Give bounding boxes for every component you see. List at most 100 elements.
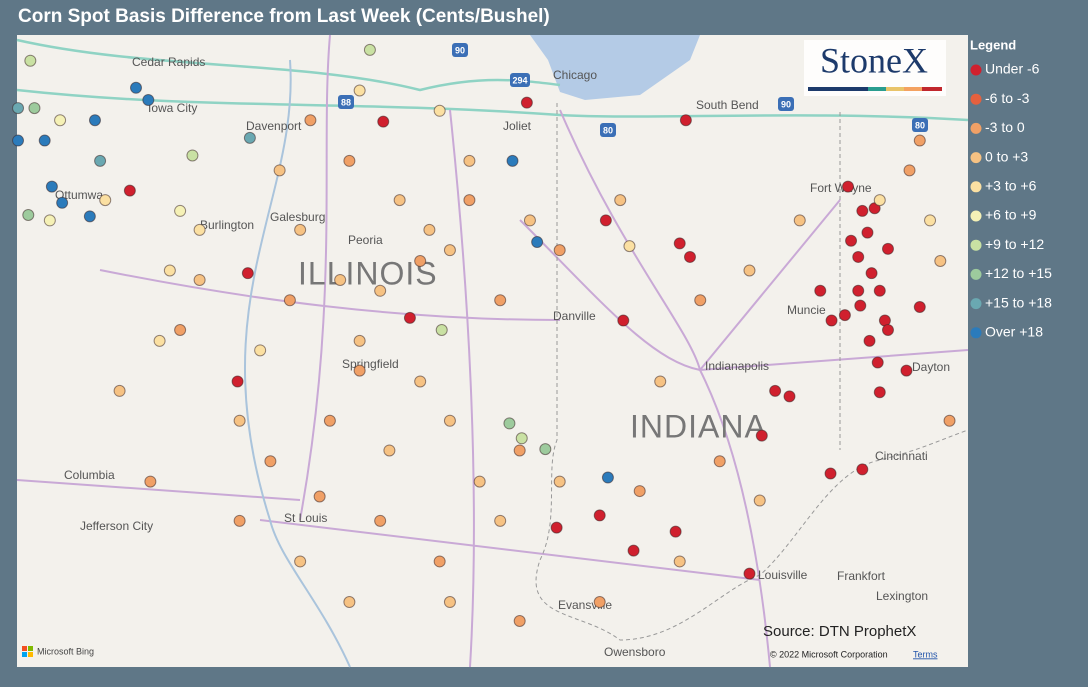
state-label: INDIANA	[630, 408, 767, 444]
legend-label: -6 to -3	[985, 90, 1030, 106]
point	[753, 494, 766, 507]
legend-title: Legend	[970, 37, 1016, 52]
point	[273, 164, 286, 177]
point	[153, 334, 166, 347]
shield-label: 80	[915, 120, 925, 130]
point	[550, 521, 563, 534]
legend-label: -3 to 0	[985, 119, 1025, 135]
point	[755, 429, 768, 442]
logo-bar	[868, 87, 886, 91]
point	[769, 384, 782, 397]
shield-label: 90	[455, 45, 465, 55]
point	[825, 314, 838, 327]
logo-bar	[922, 87, 942, 91]
point	[852, 250, 865, 263]
point	[852, 284, 865, 297]
legend-swatch	[970, 64, 982, 76]
point	[28, 102, 41, 115]
road	[16, 88, 969, 122]
point	[433, 555, 446, 568]
point	[334, 273, 347, 286]
point	[673, 555, 686, 568]
point	[374, 284, 387, 297]
point	[45, 180, 58, 193]
point	[683, 250, 696, 263]
title: Corn Spot Basis Difference from Last Wee…	[18, 6, 550, 27]
point	[304, 114, 317, 127]
point	[313, 490, 326, 503]
point	[83, 210, 96, 223]
point	[793, 214, 806, 227]
point	[94, 154, 107, 167]
point	[353, 84, 366, 97]
point	[913, 301, 926, 314]
point	[22, 208, 35, 221]
point	[113, 384, 126, 397]
logo-text: StoneX	[820, 40, 928, 80]
point	[443, 244, 456, 257]
point	[856, 463, 869, 476]
point	[783, 390, 796, 403]
point	[633, 485, 646, 498]
city: Iowa City	[148, 101, 197, 115]
legend-label: +9 to +12	[985, 236, 1044, 252]
point	[243, 131, 256, 144]
point	[673, 237, 686, 250]
point	[943, 414, 956, 427]
river	[243, 59, 351, 668]
city: Danville	[553, 309, 596, 323]
point	[423, 223, 436, 236]
city: Burlington	[200, 218, 254, 232]
point	[513, 614, 526, 627]
point	[241, 267, 254, 280]
terms-link[interactable]: Terms	[913, 649, 938, 659]
legend-label: +15 to +18	[985, 294, 1052, 310]
city-labels: Cedar Rapids Iowa City Davenport Ottumwa…	[55, 55, 950, 659]
point	[627, 544, 640, 557]
point	[374, 514, 387, 527]
point	[506, 154, 519, 167]
point	[694, 294, 707, 307]
point	[861, 226, 874, 239]
point	[513, 444, 526, 457]
point	[669, 525, 682, 538]
point	[186, 149, 199, 162]
city: Dayton	[912, 360, 950, 374]
point	[99, 194, 112, 207]
logo: StoneX	[804, 40, 946, 96]
city: Springfield	[342, 357, 399, 371]
point	[294, 223, 307, 236]
point	[363, 43, 376, 56]
point	[523, 214, 536, 227]
point	[871, 356, 884, 369]
point	[520, 96, 533, 109]
bing-logo	[28, 646, 33, 651]
highway-shields: 90 294 88 80 90 80	[338, 43, 928, 137]
point	[623, 240, 636, 253]
point	[679, 114, 692, 127]
city: St Louis	[284, 511, 327, 525]
point	[601, 471, 614, 484]
legend-swatch	[970, 298, 982, 310]
point	[88, 114, 101, 127]
point	[903, 164, 916, 177]
point	[12, 134, 25, 147]
point	[163, 264, 176, 277]
point	[743, 567, 756, 580]
point	[463, 194, 476, 207]
logo-bar	[886, 87, 904, 91]
point	[913, 134, 926, 147]
point	[443, 596, 456, 609]
point	[553, 244, 566, 257]
points	[12, 43, 956, 627]
city: Cincinnati	[875, 449, 928, 463]
point	[463, 154, 476, 167]
city: Muncie	[787, 303, 826, 317]
city: Frankfort	[837, 569, 886, 583]
point	[56, 196, 69, 209]
legend-swatch	[970, 93, 982, 105]
bing-logo	[22, 652, 27, 657]
point	[43, 214, 56, 227]
city: Fort Wayne	[810, 181, 872, 195]
source: Source: DTN ProphetX	[763, 623, 916, 640]
